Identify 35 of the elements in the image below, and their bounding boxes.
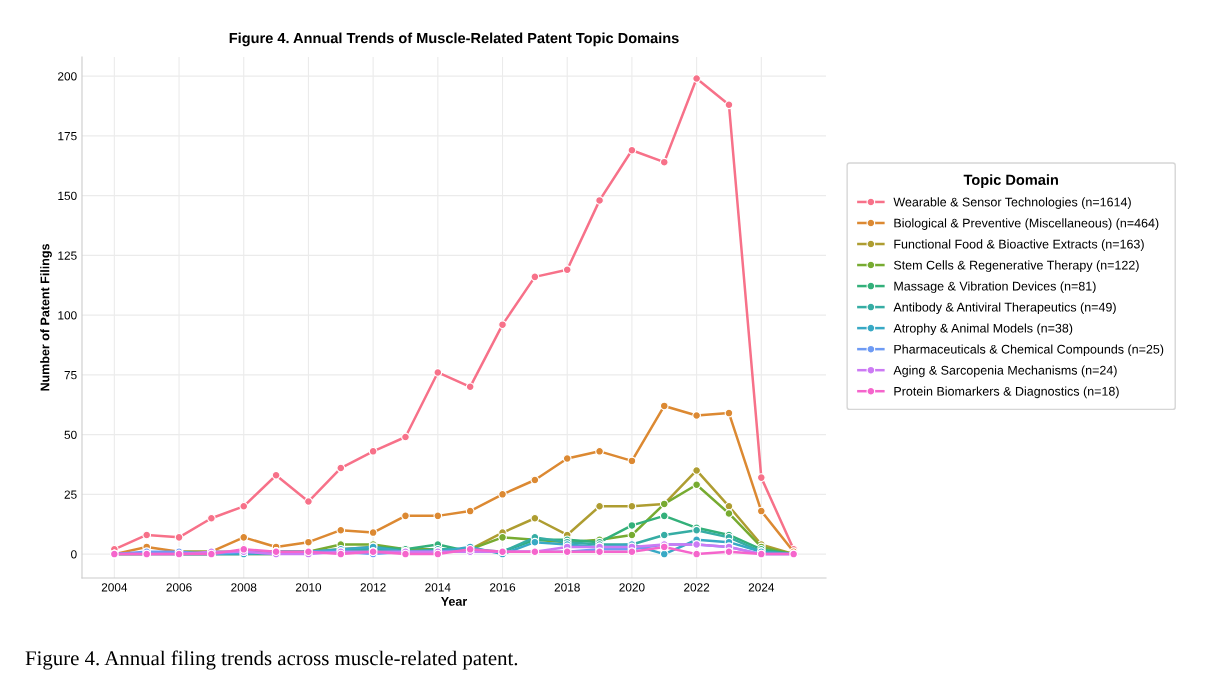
legend-label: Functional Food & Bioactive Extracts (n=163) (894, 239, 1144, 251)
x-tick-label: 2008 (231, 583, 257, 592)
y-axis-title: Number of Patent Filings (40, 244, 52, 391)
x-tick-label: 2018 (554, 583, 580, 592)
x-tick-label: 2010 (295, 583, 322, 592)
chart-title: Figure 4. Annual Trends of Muscle-Related Patent Topic Domains (229, 32, 679, 47)
legend-label: Atrophy & Animal Models (n=38) (893, 323, 1073, 336)
legend-label: Antibody & Antiviral Therapeutics (n=49) (893, 302, 1116, 315)
y-tick-label: 125 (58, 251, 77, 260)
y-tick-label: 50 (64, 430, 77, 439)
legend-label: Protein Biomarkers & Diagnostics (n=18) (894, 386, 1119, 399)
x-tick-label: 2016 (489, 583, 516, 592)
x-tick-label: 2012 (360, 583, 386, 592)
x-tick-label: 2014 (425, 583, 451, 592)
caption: Figure 4. Annual filing trends across muscle-related patent. (25, 650, 518, 670)
legend-label: Stem Cells & Regenerative Therapy (n=122) (893, 260, 1139, 273)
legend-title: Topic Domain (963, 174, 1058, 188)
y-tick-label: 75 (64, 371, 77, 380)
legend-label: Aging & Sarcopenia Mechanisms (n=24) (893, 365, 1117, 378)
legend-label: Massage & Vibration Devices (n=81) (894, 281, 1096, 294)
x-tick-label: 2006 (166, 583, 192, 592)
y-tick-label: 0 (71, 550, 77, 559)
y-tick-label: 100 (58, 311, 77, 320)
y-tick-label: 175 (58, 132, 77, 141)
x-tick-label: 2022 (684, 583, 710, 592)
y-tick-label: 150 (58, 191, 77, 201)
x-axis-title: Year (441, 597, 468, 606)
x-tick-label: 2020 (619, 583, 645, 592)
legend-label: Wearable & Sensor Technologies (n=1614) (893, 197, 1131, 209)
y-tick-label: 25 (64, 490, 77, 499)
legend-label: Pharmaceuticals & Chemical Compounds (n=25) (894, 344, 1164, 357)
x-tick-label: 2004 (101, 583, 128, 592)
legend-label: Biological & Preventive (Miscellaneous) (n=464) (894, 218, 1159, 230)
x-tick-label: 2024 (748, 583, 775, 592)
y-tick-label: 200 (58, 72, 77, 81)
